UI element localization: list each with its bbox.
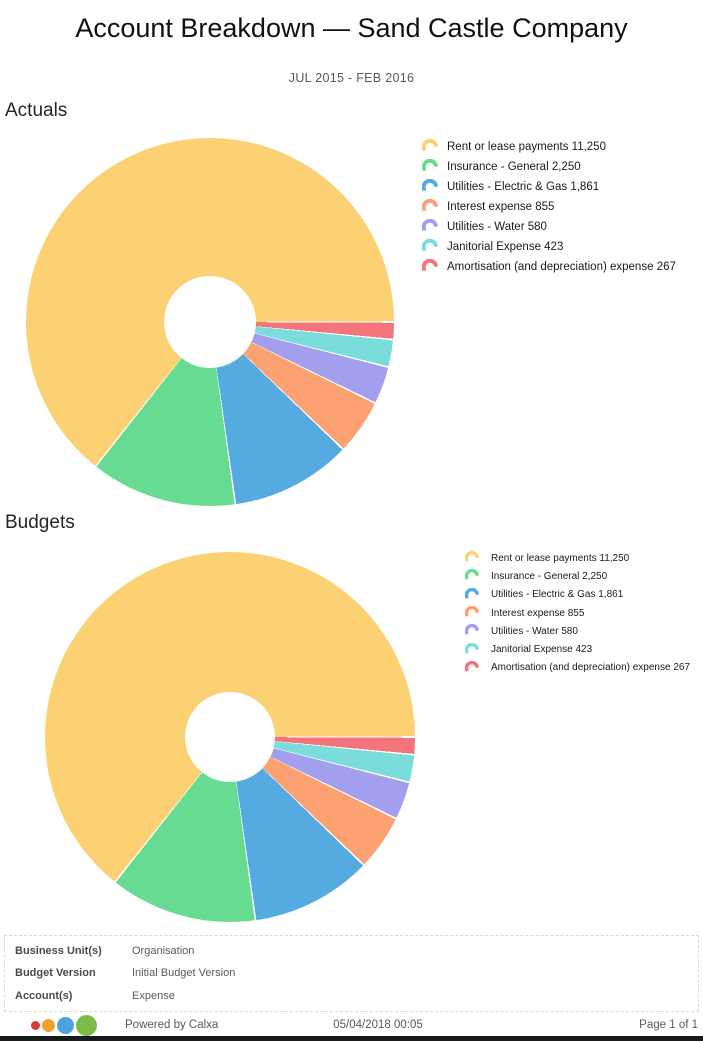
legend-label: Janitorial Expense 423 — [491, 644, 593, 656]
legend-item: Utilities - Water 580 — [465, 622, 690, 640]
section-heading-budgets: Budgets — [5, 512, 75, 533]
bottom-bar — [0, 1036, 703, 1041]
logo-dot-orange-icon — [42, 1018, 55, 1032]
legend-arc-swatch-icon — [465, 660, 479, 672]
legend-item: Rent or lease payments 11,250 — [422, 137, 676, 157]
detail-row-budget-version: Budget Version Initial Budget Version — [5, 967, 698, 979]
legend-label: Utilities - Water 580 — [447, 221, 547, 233]
legend-arc-swatch-icon — [422, 159, 438, 171]
legend-item: Interest expense 855 — [422, 197, 676, 217]
legend-item: Interest expense 855 — [465, 604, 690, 622]
page-title: Account Breakdown — Sand Castle Company — [75, 13, 628, 43]
legend-arc-swatch-icon — [422, 239, 438, 251]
legend-label: Insurance - General 2,250 — [491, 570, 608, 582]
legend-arc-swatch-icon — [465, 624, 479, 635]
logo-dot-red-icon — [31, 1020, 40, 1030]
legend-arc-swatch-icon — [465, 569, 479, 580]
legend-item: Janitorial Expense 423 — [422, 237, 676, 257]
budgets-donut-chart — [45, 552, 415, 922]
detail-label: Budget Version — [15, 967, 96, 980]
detail-value: Expense — [132, 989, 175, 1002]
legend-arc-swatch-icon — [465, 551, 479, 562]
timestamp: 05/04/2018 00:05 — [333, 1019, 423, 1031]
legend-arc-swatch-icon — [422, 179, 438, 191]
donut-hole — [185, 692, 275, 782]
legend-item: Amortisation (and depreciation) expense … — [422, 257, 676, 277]
powered-by-text: Powered by Calxa — [125, 1019, 219, 1031]
actuals-donut-chart — [26, 138, 394, 506]
legend-item: Insurance - General 2,250 — [422, 157, 676, 177]
legend-label: Utilities - Electric & Gas 1,861 — [447, 181, 600, 193]
legend-label: Interest expense 855 — [447, 201, 555, 213]
report-period: JUL 2015 - FEB 2016 — [288, 71, 415, 85]
legend-item: Insurance - General 2,250 — [465, 567, 690, 585]
legend-label: Utilities - Electric & Gas 1,861 — [491, 589, 624, 601]
legend-item: Amortisation (and depreciation) expense … — [465, 659, 690, 677]
legend-arc-swatch-icon — [465, 587, 479, 599]
section-heading-actuals: Actuals — [5, 100, 68, 121]
legend-label: Interest expense 855 — [491, 607, 585, 619]
legend-item: Utilities - Water 580 — [422, 217, 676, 237]
legend-arc-swatch-icon — [422, 219, 438, 231]
report-details-table: Business Unit(s) Organisation Budget Ver… — [4, 935, 699, 1012]
detail-row-accounts: Account(s) Expense — [5, 990, 698, 1002]
logo-dot-green-icon — [76, 1014, 97, 1036]
detail-label: Account(s) — [15, 989, 73, 1002]
legend-arc-swatch-icon — [422, 199, 438, 211]
legend-label: Rent or lease payments 11,250 — [447, 141, 606, 153]
detail-value: Organisation — [132, 945, 195, 958]
legend-label: Amortisation (and depreciation) expense … — [447, 261, 676, 273]
legend-item: Utilities - Electric & Gas 1,861 — [422, 177, 676, 197]
page-number: Page 1 of 1 — [639, 1019, 698, 1031]
legend-item: Janitorial Expense 423 — [465, 640, 690, 658]
legend-arc-swatch-icon — [465, 642, 479, 654]
legend-label: Insurance - General 2,250 — [447, 161, 581, 173]
legend-arc-swatch-icon — [422, 259, 438, 271]
detail-value: Initial Budget Version — [132, 967, 236, 980]
logo-dot-blue-icon — [57, 1016, 74, 1034]
legend-item: Utilities - Electric & Gas 1,861 — [465, 586, 690, 604]
footer: Powered by Calxa 05/04/2018 00:05 Page 1… — [0, 1014, 703, 1036]
legend-arc-swatch-icon — [422, 139, 438, 151]
legend-label: Rent or lease payments 11,250 — [491, 552, 630, 564]
legend-label: Janitorial Expense 423 — [447, 241, 564, 253]
budgets-legend: Rent or lease payments 11,250 Insurance -… — [465, 549, 690, 677]
legend-arc-swatch-icon — [465, 606, 479, 617]
legend-label: Amortisation (and depreciation) expense … — [491, 662, 691, 674]
calxa-logo — [31, 1014, 99, 1036]
legend-item: Rent or lease payments 11,250 — [465, 549, 690, 567]
detail-row-business-unit: Business Unit(s) Organisation — [5, 945, 698, 957]
legend-label: Utilities - Water 580 — [491, 625, 578, 637]
actuals-legend: Rent or lease payments 11,250 Insurance -… — [422, 137, 676, 277]
detail-label: Business Unit(s) — [15, 945, 102, 958]
donut-hole — [164, 276, 256, 368]
